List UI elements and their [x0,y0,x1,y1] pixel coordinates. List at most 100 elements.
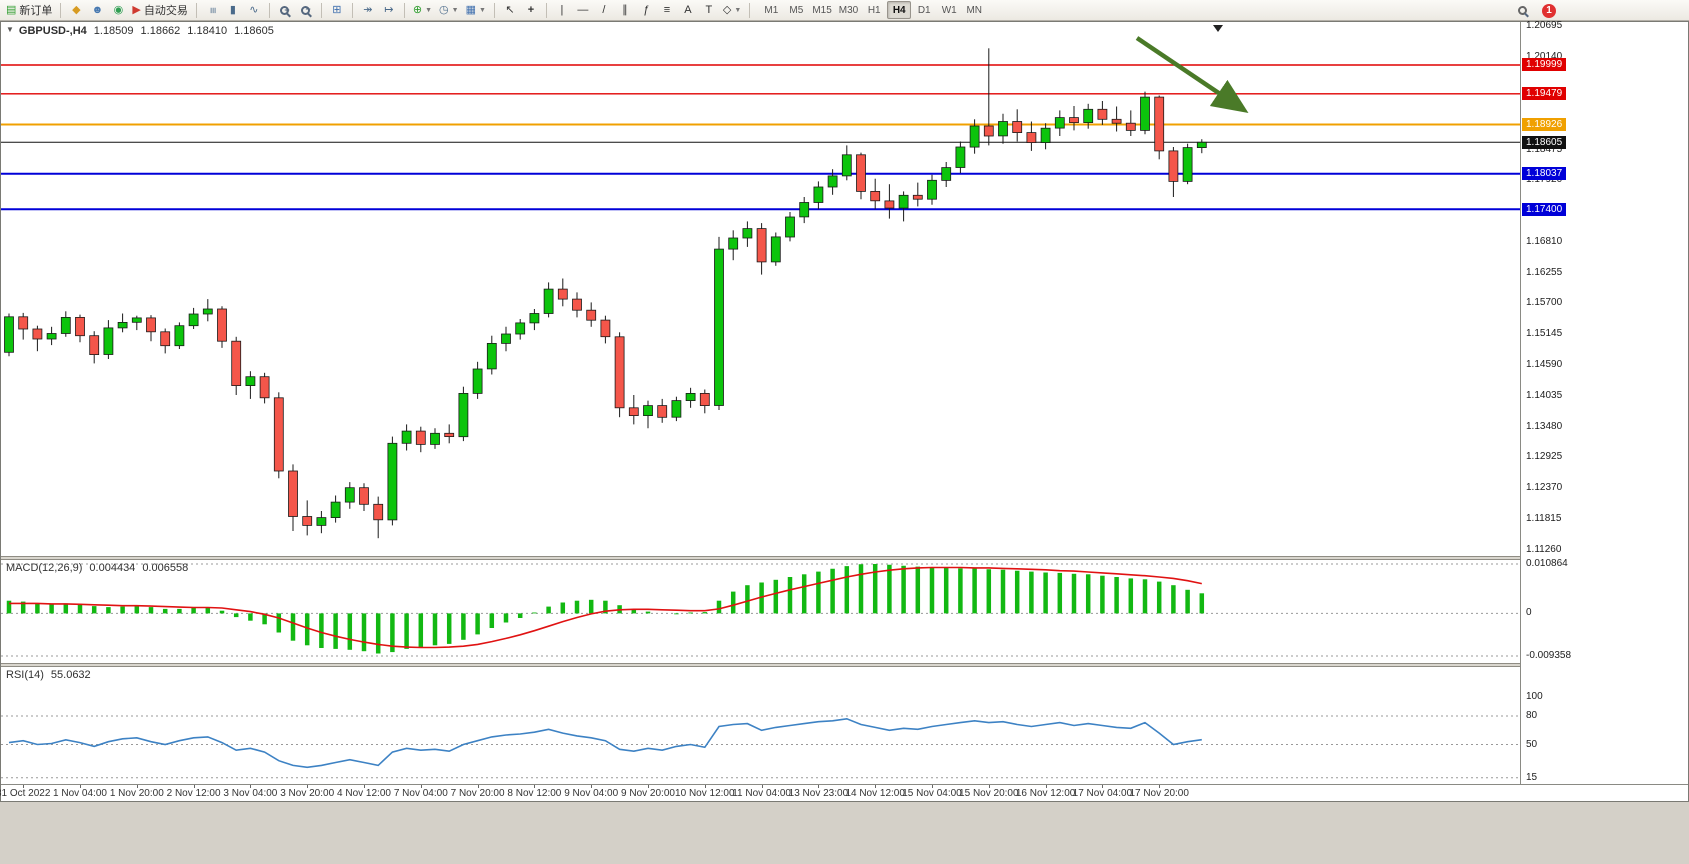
price-axis-label: 1.14035 [1526,389,1563,401]
time-axis-label: 1 Nov 20:00 [109,788,164,799]
time-axis-label: 14 Nov 12:00 [845,788,905,799]
price-axis-label: 1.20695 [1526,20,1563,32]
notification-badge[interactable]: 1 [1542,3,1556,18]
horizontal-line-button[interactable]: — [573,1,593,19]
text-button[interactable]: A [678,1,698,19]
candle-body [486,342,497,370]
new-order-button[interactable]: ▤ 新订单 [3,1,55,19]
candle-body [1168,150,1179,182]
indicators-button[interactable]: ⊕ ▼ [410,1,435,19]
macd-main-value: 0.004434 [89,562,136,574]
chart-shift-button[interactable]: ↦ [379,1,399,19]
zoom-in-button[interactable]: + [275,1,295,19]
macd-signal-line [9,566,1202,649]
equidistant-channel-icon: ∥ [622,3,628,16]
rsi-panel[interactable] [1,667,1520,784]
chevron-down-icon: ▼ [425,6,433,14]
collapse-icon[interactable]: ▼ [6,25,14,34]
line-chart-button[interactable]: ∿ [244,1,264,19]
text-label-button[interactable]: T [699,1,719,19]
candle-body [89,335,100,356]
time-axis-label: 10 Nov 12:00 [675,788,735,799]
candlestick-chart-icon: ▮ [229,3,236,16]
candle-body [770,236,781,263]
zoom-out-icon: − [301,4,311,15]
channel-button[interactable]: ∥ [615,1,635,19]
autotrading-button[interactable]: ▶ 自动交易 [129,1,190,19]
candle-body [344,487,355,503]
time-axis-label: 9 Nov 20:00 [621,788,675,799]
candle-body [217,308,227,342]
timeframe-h1-button[interactable]: H1 [862,1,886,19]
resistance-line-tag: 1.19479 [1522,87,1567,100]
time-axis-label: 11 Nov 04:00 [732,788,791,799]
price-axis[interactable]: 1.206951.201401.184751.179201.168101.162… [1521,20,1688,784]
community-button[interactable]: ◉ [108,1,128,19]
time-axis-label: 17 Nov 20:00 [1129,788,1189,799]
profile-button[interactable]: ☻ [87,1,107,19]
timeframe-m15-button[interactable]: M15 [809,1,834,19]
timeframe-m30-button[interactable]: M30 [836,1,861,19]
auto-scroll-icon: ↠ [363,3,373,16]
rsi-axis-label: 100 [1526,691,1543,702]
price-chart[interactable] [1,22,1520,556]
candle-body [401,430,412,444]
annotation-arrow[interactable] [1135,36,1249,114]
zoom-out-button[interactable]: − [296,1,316,19]
timeframe-d1-button[interactable]: D1 [912,1,936,19]
vertical-line-button[interactable]: | [552,1,572,19]
timeframe-m1-button[interactable]: M1 [759,1,783,19]
price-axis-label: 1.16810 [1526,235,1563,247]
candle-body [1111,118,1122,124]
candle-body [501,333,511,344]
trendline-button[interactable]: / [594,1,614,19]
candle-body [955,146,966,168]
periods-button[interactable]: ◷ ▼ [436,1,462,19]
auto-scroll-button[interactable]: ↠ [358,1,378,19]
candle-body [75,316,85,337]
timeframe-mn-button[interactable]: MN [962,1,986,19]
toolbar-separator [545,2,547,18]
candle-body [373,503,384,521]
candlestick-chart-button[interactable]: ▮ [223,1,243,19]
time-tick [932,785,933,788]
time-tick [1159,785,1161,788]
macd-signal-value: 0.006558 [142,562,189,574]
candle-body [316,517,327,526]
time-axis-label: 31 Oct 2022 [0,788,51,799]
chart-shift-marker[interactable] [1213,25,1223,32]
support-line-tag: 1.17400 [1522,203,1567,216]
candle-body [557,288,568,300]
cursor-button[interactable]: ↖ [500,1,520,19]
timeframe-m5-button[interactable]: M5 [784,1,808,19]
timeframe-w1-button[interactable]: W1 [937,1,961,19]
candle-body [600,319,611,338]
time-tick [1102,785,1104,788]
toolbar-separator [351,2,353,18]
autotrading-label: 自动交易 [143,5,188,17]
fibonacci-button[interactable]: ƒ [636,1,656,19]
shapes-button[interactable]: ◇ ▼ [720,1,744,19]
bar-chart-button[interactable]: ≡ [202,1,222,19]
candle-body [472,368,483,394]
timeframe-h4-button[interactable]: H4 [887,1,912,19]
time-axis-label: 15 Nov 04:00 [902,788,962,799]
templates-button[interactable]: ▦ ▼ [463,1,489,19]
crosshair-button[interactable]: + [521,1,541,19]
time-axis[interactable]: 31 Oct 2022 1 Nov 04:00 1 Nov 20:00 2 Nov 1… [0,784,1688,801]
bar-close-value: 1.18605 [234,25,274,37]
mql5-button[interactable]: ◆ [66,1,86,19]
candle-body [1125,122,1136,131]
candle-body [1054,117,1065,129]
search-button[interactable] [1512,2,1532,20]
chart-symbol-period: GBPUSD-,H4 [18,25,87,37]
indicators-plus-icon: ⊕ [412,3,423,16]
crosshair-icon: + [527,3,535,16]
panel-separator[interactable] [1,663,1688,667]
macd-panel[interactable] [1,560,1520,663]
new-order-label: 新订单 [19,5,53,17]
panel-separator[interactable] [1,556,1688,560]
objects-list-button[interactable]: ≡ [657,1,677,19]
tile-windows-button[interactable]: ⊞ [327,1,347,19]
time-tick [250,785,252,788]
